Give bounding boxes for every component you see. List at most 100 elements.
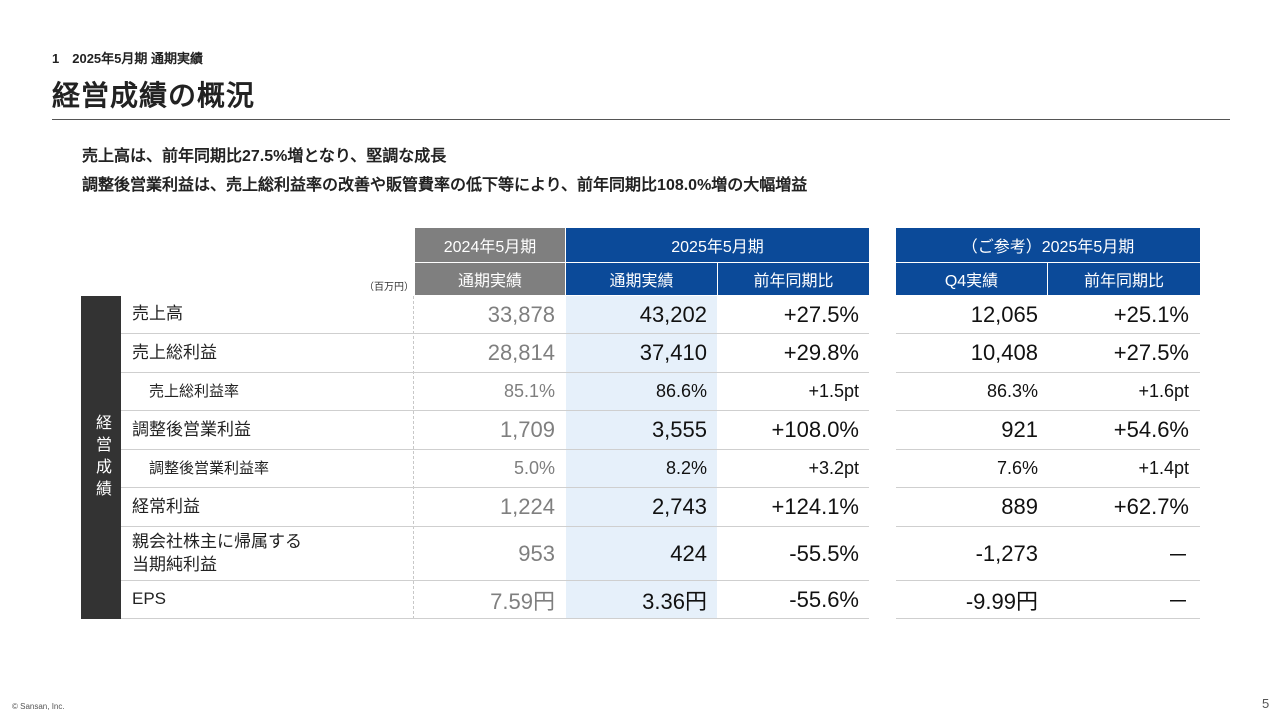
copyright: © Sansan, Inc. [12, 702, 65, 711]
row-divider [896, 372, 1200, 373]
column-divider [413, 296, 414, 619]
row-divider [896, 333, 1200, 334]
table-row: 調整後営業利益 1,709 3,555 +108.0% [121, 411, 869, 449]
row-label: 売上総利益率 [149, 382, 240, 400]
cell-fy2024: 85.1% [503, 381, 555, 401]
cell-fy2024: 953 [518, 540, 555, 566]
cell-q4: 86.3% [986, 381, 1038, 401]
ref-table-row: 86.3% +1.6pt [896, 373, 1200, 410]
cell-q4-yoy: － [1166, 542, 1189, 568]
header-yoy: 前年同期比 [718, 263, 869, 295]
cell-fy2024: 7.59円 [490, 588, 555, 614]
table-row: 売上総利益率 85.1% 86.6% +1.5pt [121, 373, 869, 410]
cell-fy2024: 1,224 [499, 494, 555, 519]
cell-fy2024: 28,814 [487, 340, 555, 365]
section-label: 1 2025年5月期 通期実績 [52, 51, 203, 66]
row-label: 売上高 [132, 304, 183, 324]
row-divider [896, 618, 1200, 619]
cell-q4: 921 [1001, 417, 1038, 442]
lead-line-2: 調整後営業利益は、売上総利益率の改善や販管費率の低下等により、前年同期比108.… [82, 177, 808, 194]
title-divider [52, 119, 1230, 120]
cell-q4-yoy: +54.6% [1113, 417, 1189, 442]
cell-yoy: +29.8% [783, 340, 859, 365]
cell-q4: -9.99円 [965, 588, 1038, 614]
unit-note: （百万円） [364, 282, 414, 293]
cell-yoy: +3.2pt [808, 458, 859, 478]
cell-yoy: +27.5% [783, 301, 859, 327]
cell-q4-yoy: +27.5% [1113, 340, 1189, 365]
row-divider [896, 580, 1200, 581]
row-divider [121, 333, 869, 334]
cell-q4: 10,408 [970, 340, 1038, 365]
row-divider [121, 372, 869, 373]
cell-fy2025: 424 [670, 540, 707, 566]
row-divider [121, 487, 869, 488]
cell-q4: -1,273 [975, 540, 1038, 566]
cell-fy2025: 3,555 [651, 417, 707, 442]
cell-q4-yoy: +1.4pt [1138, 458, 1189, 478]
side-label: 経営成績 [81, 296, 121, 619]
cell-fy2025: 3.36円 [642, 588, 707, 614]
ref-table-row: -1,273 － [896, 527, 1200, 580]
header-q4: Q4実績 [896, 263, 1047, 295]
ref-table-row: 10,408 +27.5% [896, 334, 1200, 372]
row-label-line-1: 親会社株主に帰属する [132, 532, 302, 552]
header-fy2025: 2025年5月期 [566, 228, 869, 262]
header-reference: （ご参考）2025年5月期 [896, 228, 1200, 262]
cell-q4-yoy: － [1166, 588, 1189, 614]
cell-q4-yoy: +25.1% [1113, 301, 1189, 327]
cell-fy2025: 86.6% [655, 381, 707, 401]
cell-q4: 7.6% [996, 458, 1038, 478]
row-divider [896, 410, 1200, 411]
header-full-year-2024: 通期実績 [415, 263, 565, 295]
ref-table-row: 7.6% +1.4pt [896, 450, 1200, 487]
row-label: 親会社株主に帰属する 当期純利益 [132, 527, 302, 580]
row-label: 調整後営業利益 [132, 419, 251, 439]
cell-yoy: +108.0% [771, 417, 859, 442]
table-row: 経常利益 1,224 2,743 +124.1% [121, 488, 869, 526]
ref-table-row: 921 +54.6% [896, 411, 1200, 449]
cell-yoy: +124.1% [771, 494, 859, 519]
row-divider [121, 618, 869, 619]
row-divider [121, 580, 869, 581]
table-row: 調整後営業利益率 5.0% 8.2% +3.2pt [121, 450, 869, 487]
cell-fy2024: 5.0% [513, 458, 555, 478]
cell-q4-yoy: +1.6pt [1138, 381, 1189, 401]
cell-fy2025: 2,743 [651, 494, 707, 519]
cell-yoy: +1.5pt [808, 381, 859, 401]
table-row: 売上高 33,878 43,202 +27.5% [121, 296, 869, 333]
row-divider [896, 449, 1200, 450]
row-label: 売上総利益 [132, 342, 217, 362]
cell-fy2025: 37,410 [639, 340, 707, 365]
row-divider [121, 449, 869, 450]
row-divider [121, 526, 869, 527]
cell-yoy: -55.5% [789, 540, 859, 566]
cell-q4-yoy: +62.7% [1113, 494, 1189, 519]
cell-fy2025: 43,202 [639, 301, 707, 327]
ref-table-row: -9.99円 － [896, 581, 1200, 618]
cell-fy2025: 8.2% [665, 458, 707, 478]
row-label-line-2: 当期純利益 [132, 554, 217, 574]
cell-q4: 12,065 [970, 301, 1038, 327]
row-divider [896, 526, 1200, 527]
table-row: EPS 7.59円 3.36円 -55.6% [121, 581, 869, 618]
ref-table-row: 889 +62.7% [896, 488, 1200, 526]
header-full-year-2025: 通期実績 [566, 263, 717, 295]
row-label: EPS [132, 589, 167, 609]
cell-fy2024: 1,709 [499, 417, 555, 442]
cell-yoy: -55.6% [789, 586, 859, 612]
lead-line-1: 売上高は、前年同期比27.5%増となり、堅調な成長 [82, 148, 447, 165]
row-divider [121, 410, 869, 411]
table-row: 親会社株主に帰属する 当期純利益 953 424 -55.5% [121, 527, 869, 580]
table-row: 売上総利益 28,814 37,410 +29.8% [121, 334, 869, 372]
page-title: 経営成績の概況 [52, 80, 256, 111]
fy2025-column-shade [566, 296, 717, 619]
row-divider [896, 487, 1200, 488]
page-number: 5 [1262, 696, 1270, 711]
cell-q4: 889 [1001, 494, 1038, 519]
row-label: 経常利益 [132, 496, 200, 516]
cell-fy2024: 33,878 [487, 301, 555, 327]
row-label: 調整後営業利益率 [149, 459, 270, 477]
ref-table-row: 12,065 +25.1% [896, 296, 1200, 333]
header-fy2024: 2024年5月期 [415, 228, 565, 262]
